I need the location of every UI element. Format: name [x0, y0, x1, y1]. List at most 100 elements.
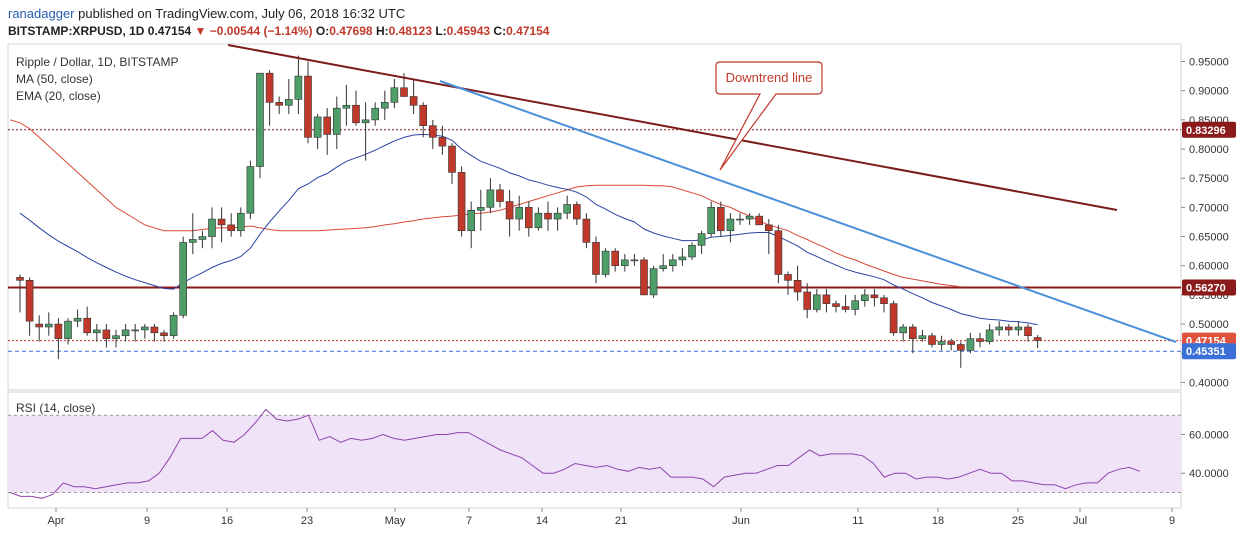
y-tick-label: 0.70000	[1189, 202, 1229, 214]
price-label-text: 0.45351	[1186, 346, 1226, 358]
candle-body	[150, 326, 159, 334]
candle-body	[371, 107, 380, 121]
candle-body	[524, 207, 533, 229]
candle-body	[256, 72, 264, 167]
low-label: L:	[435, 24, 447, 38]
candle-body	[774, 230, 783, 275]
price-pane-frame	[7, 43, 1182, 391]
candle-body	[1033, 337, 1042, 341]
x-tick-label: 25	[1012, 515, 1024, 527]
candle-body	[284, 99, 293, 106]
price-change: −0.00544 (−1.14%)	[209, 24, 313, 38]
candle-body	[668, 259, 677, 267]
candle-body	[448, 145, 456, 173]
close-value: 0.47154	[506, 24, 550, 38]
candle-body	[141, 326, 149, 331]
price-label-text: 0.56270	[1186, 282, 1226, 294]
candle-body	[352, 104, 360, 124]
candle-body	[275, 102, 284, 106]
y-tick-label: 0.80000	[1189, 144, 1229, 156]
ema20-line	[19, 133, 1038, 326]
y-tick-label: 0.90000	[1189, 86, 1229, 98]
candle-body	[332, 107, 341, 135]
candle-body	[620, 259, 629, 267]
publish-line: ranadagger published on TradingView.com,…	[8, 6, 405, 21]
legend-ma: MA (50, close)	[16, 72, 93, 86]
candle-body	[841, 306, 850, 310]
candle-body	[179, 242, 187, 316]
candle-body	[457, 172, 466, 232]
candle-body	[851, 300, 860, 310]
candle-body	[937, 341, 946, 345]
candle-body	[707, 207, 716, 234]
candle-body	[246, 166, 255, 214]
candle-body	[553, 212, 562, 220]
candle-body	[822, 294, 831, 304]
x-tick-label: 7	[466, 515, 472, 527]
symbol-label: BITSTAMP:XRPUSD, 1D	[8, 24, 145, 38]
candle-body	[121, 329, 130, 337]
candle-body	[726, 218, 735, 232]
chart-legend: Ripple / Dollar, 1D, BITSTAMP MA (50, cl…	[16, 54, 179, 105]
candle-body	[793, 280, 802, 293]
rsi-band	[8, 415, 1181, 493]
x-tick-label: May	[385, 515, 406, 527]
candle-body	[419, 104, 428, 126]
downtrend-line-major	[227, 44, 1118, 211]
change-down-icon: ▼	[194, 24, 207, 38]
candle-body	[592, 242, 600, 275]
candle-body	[976, 338, 984, 342]
candle-body	[476, 207, 485, 211]
rsi-tick-label: 60.0000	[1189, 430, 1229, 442]
candle-body	[985, 329, 994, 342]
candle-body	[189, 239, 197, 243]
x-tick-label: 16	[221, 515, 233, 527]
candle-body	[544, 212, 552, 220]
candle-body	[112, 335, 120, 339]
candle-body	[361, 119, 370, 124]
y-tick-label: 0.65000	[1189, 232, 1229, 244]
candle-body	[227, 224, 235, 232]
candle-body	[630, 259, 639, 262]
candle-body	[390, 87, 399, 103]
candle-body	[784, 274, 792, 281]
candle-body	[83, 317, 91, 334]
author-name[interactable]: ranadagger	[8, 6, 75, 21]
candle-body	[611, 250, 620, 267]
candle-body	[640, 259, 648, 296]
x-tick-label: Apr	[47, 515, 64, 527]
x-tick-label: Jun	[732, 515, 750, 527]
high-value: 0.48123	[388, 24, 432, 38]
candle-body	[265, 72, 274, 103]
candle-body	[880, 297, 888, 304]
candle-body	[1004, 326, 1013, 331]
candle-body	[745, 215, 754, 220]
x-tick-label: 14	[536, 515, 548, 527]
low-value: 0.45943	[446, 24, 491, 38]
candle-body	[995, 326, 1004, 331]
legend-title: Ripple / Dollar, 1D, BITSTAMP	[16, 55, 179, 69]
y-tick-label: 0.50000	[1189, 319, 1229, 331]
candle-body	[563, 204, 572, 214]
y-tick-label: 0.75000	[1189, 173, 1229, 185]
candle-body	[659, 265, 668, 269]
rsi-legend: RSI (14, close)	[16, 401, 96, 415]
candle-body	[832, 303, 840, 307]
candle-body	[208, 218, 216, 237]
x-tick-label: 9	[1169, 515, 1175, 527]
candle-body	[688, 244, 696, 258]
candle-body	[217, 218, 226, 226]
candle-body	[899, 326, 908, 334]
candle-body	[572, 204, 581, 220]
rsi-tick-label: 40.0000	[1189, 468, 1229, 480]
candle-body	[313, 116, 322, 138]
candle-body	[169, 315, 178, 337]
callout-text: Downtrend line	[726, 70, 813, 85]
candle-body	[534, 212, 543, 229]
candle-body	[764, 224, 773, 232]
candle-body	[870, 294, 879, 299]
open-value: 0.47698	[329, 24, 373, 38]
candle-body	[400, 87, 408, 97]
ma50-line	[10, 119, 961, 288]
